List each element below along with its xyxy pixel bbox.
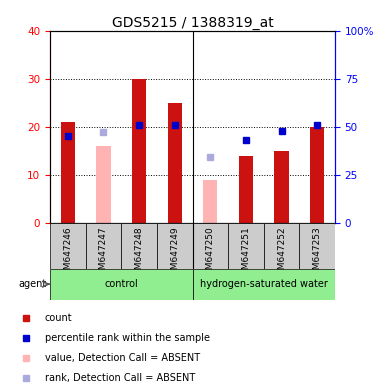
Bar (121, 31, 157, 223)
Text: control: control (104, 279, 138, 289)
Bar (157, 223, 192, 269)
Bar (300, 31, 335, 223)
Bar (50, 223, 85, 269)
Text: rank, Detection Call = ABSENT: rank, Detection Call = ABSENT (45, 373, 195, 383)
Bar (192, 269, 335, 300)
Bar (50, 269, 192, 300)
Bar (96, 146, 110, 223)
Text: GSM647248: GSM647248 (135, 227, 144, 281)
Bar (264, 31, 300, 223)
Bar (192, 31, 228, 223)
Bar (203, 180, 218, 223)
Bar (157, 31, 192, 223)
Text: value, Detection Call = ABSENT: value, Detection Call = ABSENT (45, 353, 200, 363)
Bar (121, 223, 157, 269)
Text: percentile rank within the sample: percentile rank within the sample (45, 333, 210, 343)
Text: GSM647251: GSM647251 (241, 227, 250, 281)
Title: GDS5215 / 1388319_at: GDS5215 / 1388319_at (112, 16, 273, 30)
Text: GSM647249: GSM647249 (170, 227, 179, 281)
Text: agent: agent (18, 279, 47, 289)
Bar (85, 223, 121, 269)
Text: hydrogen-saturated water: hydrogen-saturated water (200, 279, 328, 289)
Text: GSM647253: GSM647253 (313, 227, 321, 281)
Bar (167, 103, 182, 223)
Bar (85, 31, 121, 223)
Text: GSM647250: GSM647250 (206, 227, 215, 281)
Text: GSM647246: GSM647246 (64, 227, 72, 281)
Bar (239, 156, 253, 223)
Bar (275, 151, 289, 223)
Text: count: count (45, 313, 72, 323)
Bar (61, 122, 75, 223)
Text: GSM647252: GSM647252 (277, 227, 286, 281)
Bar (310, 127, 324, 223)
Bar (300, 223, 335, 269)
Bar (228, 223, 264, 269)
Bar (192, 223, 228, 269)
Bar (264, 223, 300, 269)
Text: GSM647247: GSM647247 (99, 227, 108, 281)
Bar (132, 79, 146, 223)
Bar (50, 31, 85, 223)
Bar (228, 31, 264, 223)
